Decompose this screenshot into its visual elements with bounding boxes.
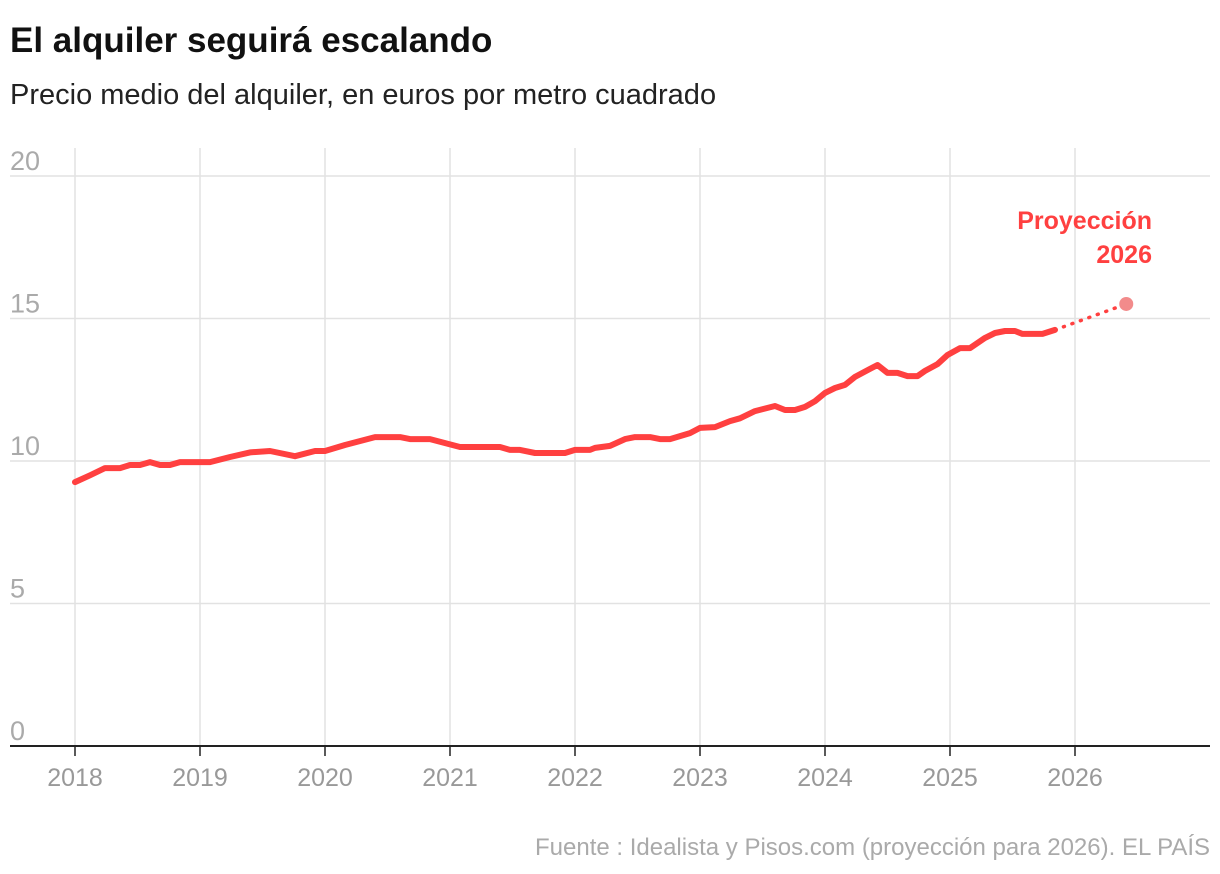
x-tick-label: 2026 bbox=[1047, 764, 1103, 792]
annotation: Proyección bbox=[1017, 207, 1152, 235]
x-tick-label: 2024 bbox=[797, 764, 853, 792]
y-tick-label: 20 bbox=[10, 146, 40, 176]
y-tick-label: 0 bbox=[10, 716, 25, 746]
y-tick-label: 10 bbox=[10, 431, 40, 461]
y-tick-label: 5 bbox=[10, 574, 25, 604]
x-tick-label: 2018 bbox=[47, 764, 103, 792]
x-tick-label: 2022 bbox=[547, 764, 603, 792]
x-tick-label: 2025 bbox=[922, 764, 978, 792]
x-tick-label: 2019 bbox=[172, 764, 228, 792]
x-tick-label: 2021 bbox=[422, 764, 478, 792]
chart-title: El alquiler seguirá escalando bbox=[10, 21, 492, 60]
x-tick-label: 2020 bbox=[297, 764, 353, 792]
annotation: 2026 bbox=[1096, 241, 1152, 269]
projection-line bbox=[1053, 302, 1129, 332]
y-tick-label: 15 bbox=[10, 289, 40, 319]
projection-point bbox=[1119, 296, 1134, 311]
source: Fuente : Idealista y Pisos.com (proyecci… bbox=[535, 834, 1210, 861]
x-tick-label: 2023 bbox=[672, 764, 728, 792]
data-line bbox=[72, 326, 1058, 486]
chart-subtitle: Precio medio del alquiler, en euros por … bbox=[10, 79, 716, 111]
